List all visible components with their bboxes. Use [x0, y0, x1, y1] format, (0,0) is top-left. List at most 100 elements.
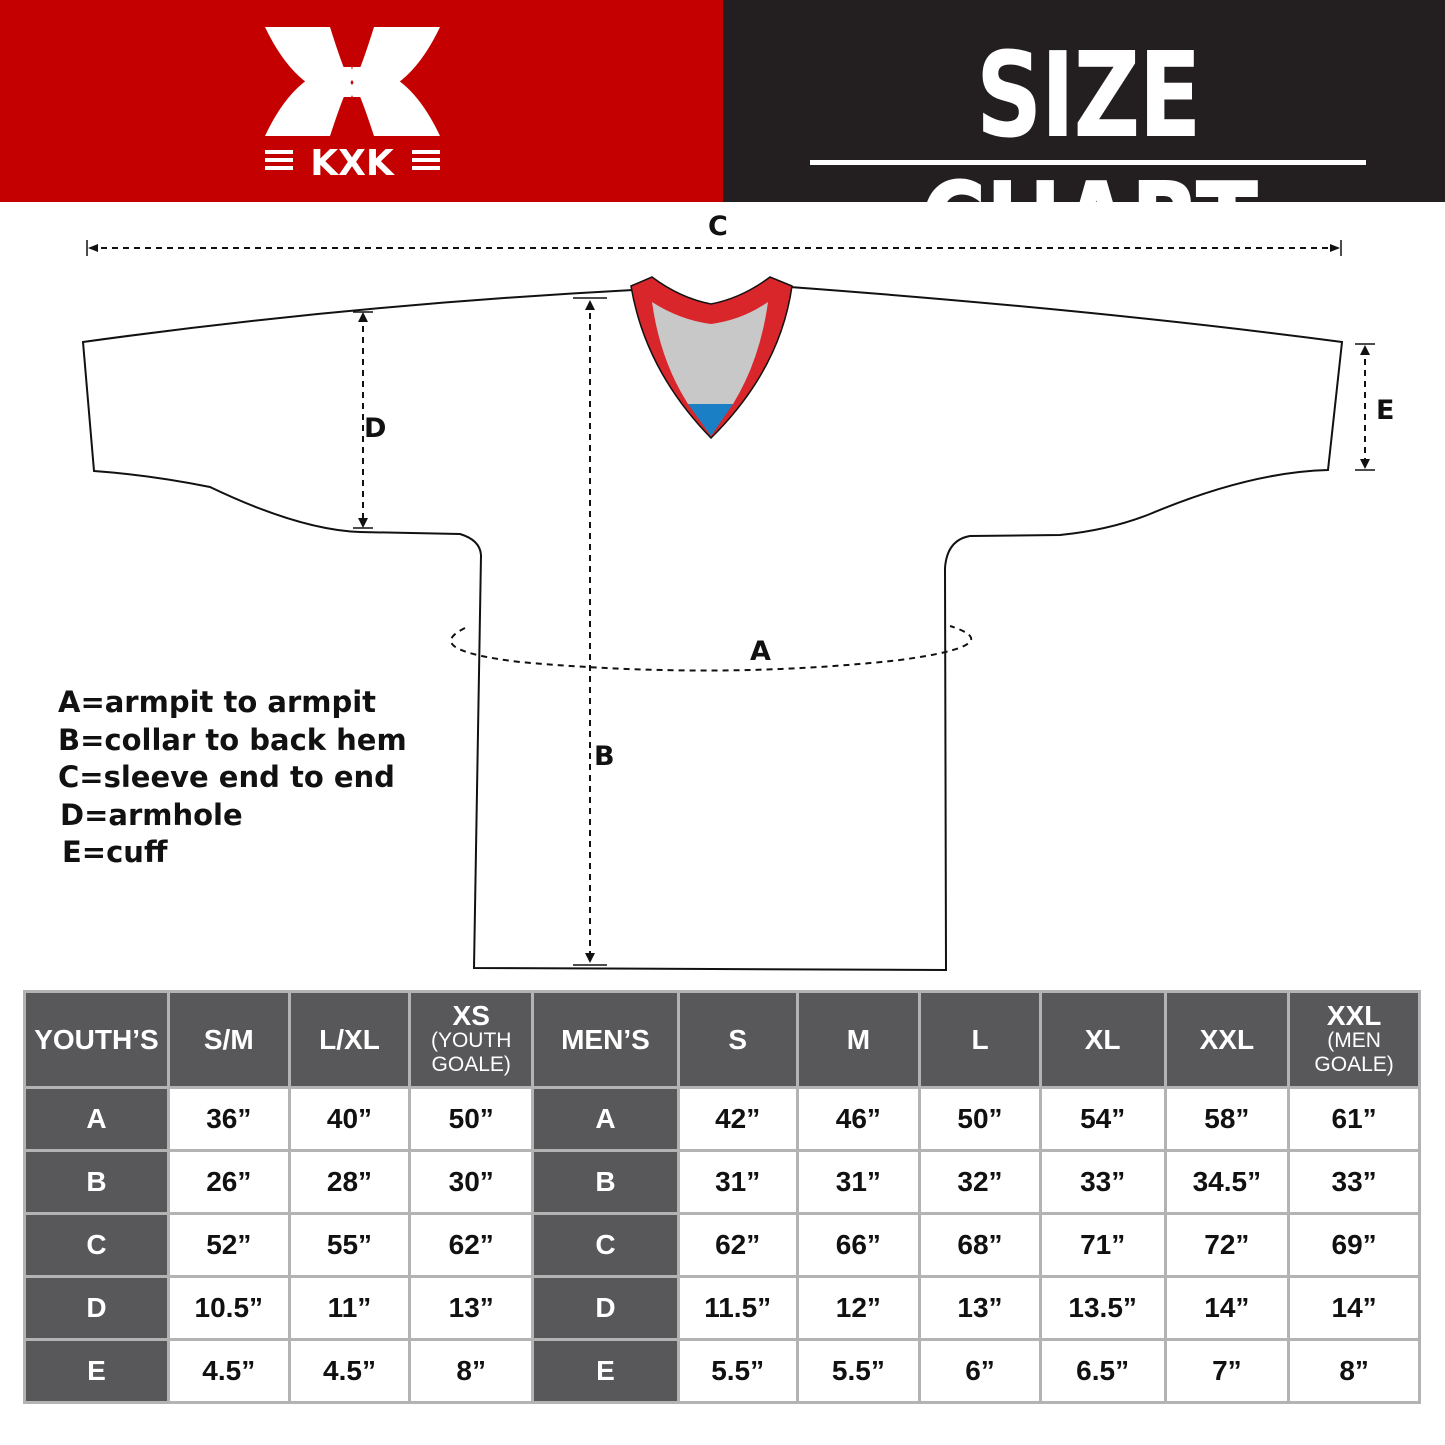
legend-item: A=armpit to armpit: [58, 685, 377, 719]
youth-cell: 4.5”: [287, 1338, 412, 1404]
men-size-header: S: [676, 990, 799, 1089]
youth-cell: 36”: [166, 1086, 291, 1152]
men-cell: 12”: [795, 1275, 922, 1341]
men-cell: 13.5”: [1038, 1275, 1167, 1341]
men-row-label: A: [531, 1086, 680, 1152]
table-row: A 36” 40” 50” A 42” 46” 50” 54” 58” 61”: [23, 1086, 1421, 1152]
table-row: E 4.5” 4.5” 8” E 5.5” 5.5” 6” 6.5” 7” 8”: [23, 1338, 1421, 1404]
youth-row-label: D: [23, 1275, 170, 1341]
table-row: B 26” 28” 30” B 31” 31” 32” 33” 34.5” 33”: [23, 1149, 1421, 1215]
men-cell: 8”: [1287, 1338, 1421, 1404]
men-cell: 34.5”: [1163, 1149, 1291, 1215]
youth-cell: 8”: [408, 1338, 535, 1404]
youth-row-label: C: [23, 1212, 170, 1278]
youth-cell: 55”: [287, 1212, 412, 1278]
men-size-header: XXL: [1163, 990, 1291, 1089]
youth-cell: 4.5”: [166, 1338, 291, 1404]
size-header-main: XS: [452, 999, 490, 1031]
men-cell: 31”: [795, 1149, 922, 1215]
men-cell: 68”: [918, 1212, 1042, 1278]
men-cell: 33”: [1038, 1149, 1167, 1215]
men-size-header: M: [795, 990, 922, 1089]
men-row-label: E: [531, 1338, 680, 1404]
men-cell: 5.5”: [795, 1338, 922, 1404]
title-banner: [723, 0, 1445, 202]
logo-lettering: KXK: [310, 143, 395, 184]
title-underline: [810, 160, 1366, 165]
men-cell: 11.5”: [676, 1275, 799, 1341]
youth-cell: 28”: [287, 1149, 412, 1215]
legend-item: D=armhole: [60, 797, 243, 832]
youth-row-label: B: [23, 1149, 170, 1215]
men-cell: 14”: [1163, 1275, 1291, 1341]
youth-cell: 52”: [166, 1212, 291, 1278]
table-header-row: YOUTH’S S/M L/XL XS (YOUTH GOALE) MEN’S S M L XL XX…: [23, 990, 1421, 1089]
youth-cell: 11”: [287, 1275, 412, 1341]
men-cell: 46”: [795, 1086, 922, 1152]
men-header: MEN’S: [531, 990, 680, 1089]
label-c: C: [708, 211, 728, 242]
youth-size-header: XS (YOUTH GOALE): [408, 990, 535, 1089]
youth-size-header: L/XL: [287, 990, 412, 1089]
men-cell: 69”: [1287, 1212, 1421, 1278]
size-header-main: XXL: [1326, 999, 1382, 1031]
men-cell: 66”: [795, 1212, 922, 1278]
men-row-label: B: [531, 1149, 680, 1215]
size-header-sub2: GOALE): [1314, 1052, 1394, 1076]
legend-item: B=collar to back hem: [58, 722, 407, 757]
youth-row-label: E: [23, 1338, 170, 1404]
size-header-sub2: GOALE): [431, 1052, 511, 1076]
men-cell: 13”: [918, 1275, 1042, 1341]
youth-row-label: A: [23, 1086, 170, 1152]
men-cell: 33”: [1287, 1149, 1421, 1215]
brand-banner: KXK: [0, 0, 723, 202]
men-cell: 50”: [918, 1086, 1042, 1152]
jersey-diagram: [81, 240, 1375, 972]
men-cell: 61”: [1287, 1086, 1421, 1152]
youth-cell: 40”: [287, 1086, 412, 1152]
measurement-legend: A=armpit to armpit B=collar to back hem …: [58, 684, 407, 872]
measure-a-line: [450, 625, 973, 672]
collar-tip: [688, 404, 733, 436]
youth-cell: 30”: [408, 1149, 535, 1215]
jersey-outline: [81, 286, 1344, 972]
men-cell: 71”: [1038, 1212, 1167, 1278]
label-e: E: [1376, 395, 1395, 426]
youth-cell: 13”: [408, 1275, 535, 1341]
legend-item: E=cuff: [62, 835, 168, 869]
men-cell: 6.5”: [1038, 1338, 1167, 1404]
men-cell: 58”: [1163, 1086, 1291, 1152]
youth-cell: 10.5”: [166, 1275, 291, 1341]
men-cell: 32”: [918, 1149, 1042, 1215]
youth-cell: 50”: [408, 1086, 535, 1152]
size-header-sub1: (YOUTH: [430, 1028, 512, 1052]
youth-header: YOUTH’S: [23, 990, 170, 1089]
table-row: C 52” 55” 62” C 62” 66” 68” 71” 72” 69”: [23, 1212, 1421, 1278]
men-cell: 14”: [1287, 1275, 1421, 1341]
label-b: B: [594, 741, 615, 772]
label-d: D: [364, 413, 387, 444]
men-cell: 54”: [1038, 1086, 1167, 1152]
men-cell: 6”: [918, 1338, 1042, 1404]
youth-size-header: S/M: [166, 990, 291, 1089]
youth-cell: 26”: [166, 1149, 291, 1215]
men-row-label: D: [531, 1275, 680, 1341]
men-size-header: XXL (MEN GOALE): [1287, 990, 1421, 1089]
collar-inner: [652, 302, 768, 404]
kxk-logo: KXK: [265, 27, 440, 184]
table-row: D 10.5” 11” 13” D 11.5” 12” 13” 13.5” 14” 14”: [23, 1275, 1421, 1341]
men-cell: 5.5”: [676, 1338, 799, 1404]
men-cell: 7”: [1163, 1338, 1291, 1404]
page-title: SIZE CHART: [919, 26, 1258, 294]
men-cell: 72”: [1163, 1212, 1291, 1278]
men-cell: 62”: [676, 1212, 799, 1278]
size-table: YOUTH’S S/M L/XL XS (YOUTH GOALE) MEN’S S M L XL XX…: [23, 990, 1421, 1404]
label-a: A: [750, 636, 771, 667]
men-size-header: XL: [1038, 990, 1167, 1089]
size-header-sub1: (MEN: [1327, 1028, 1381, 1052]
men-cell: 42”: [676, 1086, 799, 1152]
men-cell: 31”: [676, 1149, 799, 1215]
men-size-header: L: [918, 990, 1042, 1089]
legend-item: C=sleeve end to end: [58, 760, 395, 794]
men-row-label: C: [531, 1212, 680, 1278]
